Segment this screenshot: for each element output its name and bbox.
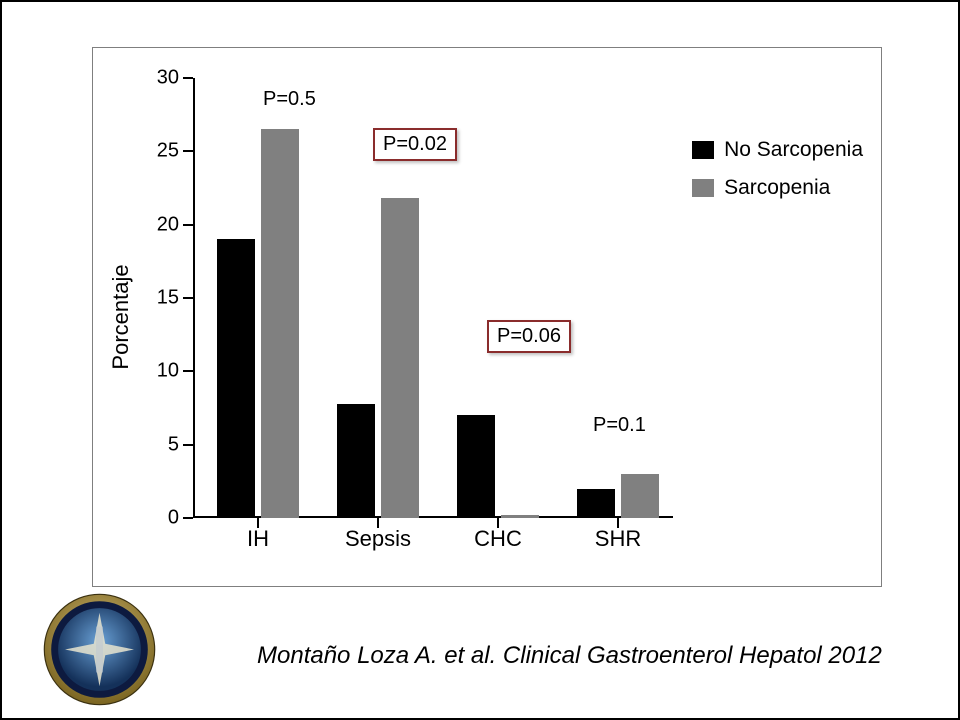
y-axis-line bbox=[193, 78, 195, 518]
x-category-label: Sepsis bbox=[345, 526, 411, 552]
p-value-label: P=0.5 bbox=[263, 88, 316, 111]
y-tick bbox=[183, 297, 193, 299]
y-tick-label: 0 bbox=[168, 507, 179, 530]
y-axis-title: Porcentaje bbox=[108, 264, 134, 369]
bar bbox=[261, 129, 299, 518]
y-tick bbox=[183, 150, 193, 152]
y-tick-label: 10 bbox=[157, 360, 179, 383]
y-tick bbox=[183, 77, 193, 79]
x-category-label: CHC bbox=[474, 526, 522, 552]
y-tick-label: 20 bbox=[157, 213, 179, 236]
p-value-label: P=0.1 bbox=[593, 414, 646, 437]
bar bbox=[337, 404, 375, 518]
p-value-label: P=0.06 bbox=[487, 320, 571, 353]
legend-label-1: Sarcopenia bbox=[724, 176, 830, 200]
bar bbox=[381, 198, 419, 518]
y-tick-label: 25 bbox=[157, 140, 179, 163]
legend-swatch-1 bbox=[692, 179, 714, 197]
y-tick bbox=[183, 370, 193, 372]
chart-panel: Porcentaje 051015202530IHSepsisCHCSHRP=0… bbox=[92, 47, 882, 587]
y-tick bbox=[183, 444, 193, 446]
y-tick-label: 30 bbox=[157, 67, 179, 90]
bar bbox=[501, 515, 539, 518]
slide-root: Porcentaje 051015202530IHSepsisCHCSHRP=0… bbox=[0, 0, 960, 720]
citation-text: Montaño Loza A. et al. Clinical Gastroen… bbox=[257, 642, 882, 670]
y-tick bbox=[183, 517, 193, 519]
bar-group: SHR bbox=[573, 78, 663, 518]
y-tick bbox=[183, 224, 193, 226]
legend-item-no-sarcopenia: No Sarcopenia bbox=[692, 138, 863, 162]
legend-swatch-0 bbox=[692, 141, 714, 159]
bar bbox=[457, 415, 495, 518]
institution-logo bbox=[42, 592, 157, 707]
bar bbox=[217, 239, 255, 518]
legend-item-sarcopenia: Sarcopenia bbox=[692, 176, 863, 200]
legend-label-0: No Sarcopenia bbox=[724, 138, 863, 162]
bar-group: IH bbox=[213, 78, 303, 518]
x-category-label: IH bbox=[247, 526, 269, 552]
x-category-label: SHR bbox=[595, 526, 641, 552]
p-value-label: P=0.02 bbox=[373, 128, 457, 161]
legend: No Sarcopenia Sarcopenia bbox=[692, 138, 863, 214]
plot-area: 051015202530IHSepsisCHCSHRP=0.5P=0.02P=0… bbox=[193, 78, 673, 518]
bar bbox=[577, 489, 615, 518]
y-tick-label: 15 bbox=[157, 287, 179, 310]
y-tick-label: 5 bbox=[168, 433, 179, 456]
bar-group: CHC bbox=[453, 78, 543, 518]
bar bbox=[621, 474, 659, 518]
